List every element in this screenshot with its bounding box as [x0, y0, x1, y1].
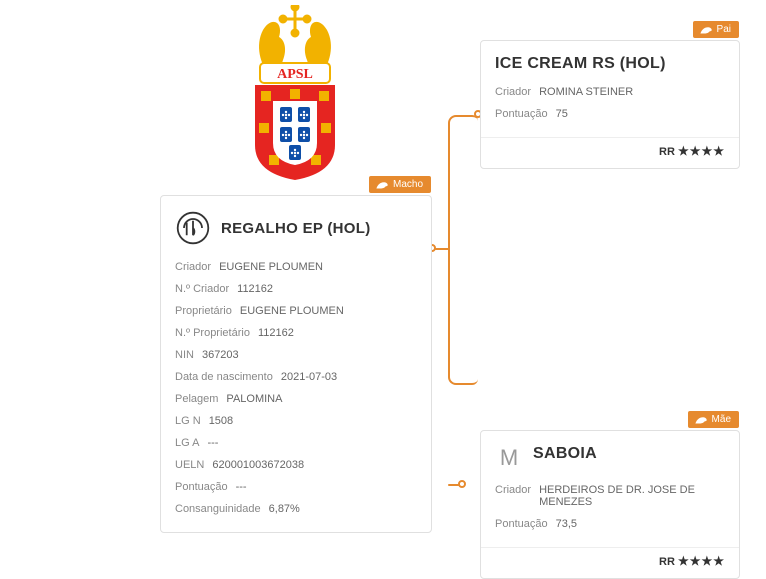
row-key: LG A [175, 437, 199, 449]
sire-rating: RR ★★★★ [481, 137, 739, 168]
horse-icon [375, 180, 389, 190]
data-row: Data de nascimento 2021-07-03 [175, 366, 417, 388]
row-key: Consanguinidade [175, 503, 261, 515]
main-tag: Macho [369, 176, 431, 193]
row-value: ROMINA STEINER [539, 86, 725, 98]
apsl-logo: APSL [225, 5, 365, 180]
sire-card: Pai ICE CREAM RS (HOL) CriadorROMINA STE… [480, 40, 740, 169]
data-row: Criador HERDEIROS DE DR. JOSE DE MENEZES [495, 479, 725, 513]
data-row: Criador EUGENE PLOUMEN [175, 256, 417, 278]
main-horse-name: REGALHO EP (HOL) [221, 220, 371, 237]
row-value: 112162 [258, 327, 417, 339]
row-key: Pontuação [495, 108, 548, 120]
data-row: Proprietário EUGENE PLOUMEN [175, 300, 417, 322]
data-row: NIN 367203 [175, 344, 417, 366]
data-row: Pontuação --- [175, 476, 417, 498]
main-horse-card: Macho REGALHO EP (HOL) CriadorEUGENE PLO… [160, 195, 432, 533]
row-key: N.º Criador [175, 283, 229, 295]
row-key: Criador [495, 86, 531, 98]
dam-card: Mãe M SABOIA CriadorHERDEIROS DE DR. JOS… [480, 430, 740, 579]
data-row: N.º Proprietário 112162 [175, 322, 417, 344]
row-value: 6,87% [269, 503, 417, 515]
row-key: UELN [175, 459, 204, 471]
horse-icon [694, 415, 708, 425]
dam-rating: RR ★★★★ [481, 547, 739, 578]
logo-org-text: APSL [277, 67, 313, 82]
main-rows: Criador EUGENE PLOUMEN N.º Criador 112162 Pr… [161, 256, 431, 532]
data-row: LG A --- [175, 432, 417, 454]
dam-brand-glyph: M [495, 445, 523, 471]
connector-mid [435, 248, 449, 250]
row-value: --- [236, 481, 417, 493]
breeder-brand-icon [175, 210, 211, 246]
horse-icon [699, 25, 713, 35]
row-value: EUGENE PLOUMEN [219, 261, 417, 273]
row-key: Data de nascimento [175, 371, 273, 383]
sire-tag-label: Pai [717, 24, 731, 35]
row-key: Criador [175, 261, 211, 273]
row-key: N.º Proprietário [175, 327, 250, 339]
row-value: 73,5 [556, 518, 725, 530]
row-key: Pelagem [175, 393, 218, 405]
row-value: 75 [556, 108, 725, 120]
dam-rows: Criador HERDEIROS DE DR. JOSE DE MENEZES P… [481, 479, 739, 547]
sire-name: ICE CREAM RS (HOL) [495, 55, 666, 73]
sire-rows: Criador ROMINA STEINER Pontuação 75 [481, 81, 739, 137]
data-row: Pelagem PALOMINA [175, 388, 417, 410]
dam-rating-prefix: RR [659, 556, 675, 568]
data-row: Pontuação 75 [495, 103, 725, 125]
row-value: 2021-07-03 [281, 371, 417, 383]
row-value: EUGENE PLOUMEN [240, 305, 417, 317]
data-row: Consanguinidade 6,87% [175, 498, 417, 520]
row-key: Pontuação [175, 481, 228, 493]
sire-tag: Pai [693, 21, 739, 38]
data-row: UELN 620001003672038 [175, 454, 417, 476]
row-value: 112162 [237, 283, 417, 295]
dam-tag: Mãe [688, 411, 739, 428]
data-row: Criador ROMINA STEINER [495, 81, 725, 103]
connector-bracket [448, 115, 478, 385]
connector-dot-dam [458, 480, 466, 488]
dam-stars: ★★★★ [678, 554, 725, 568]
dam-name: SABOIA [533, 445, 597, 463]
data-row: LG N 1508 [175, 410, 417, 432]
row-value: --- [207, 437, 417, 449]
data-row: N.º Criador 112162 [175, 278, 417, 300]
row-value: HERDEIROS DE DR. JOSE DE MENEZES [539, 484, 725, 508]
row-value: 367203 [202, 349, 417, 361]
row-key: NIN [175, 349, 194, 361]
main-tag-label: Macho [393, 179, 423, 190]
data-row: Pontuação 73,5 [495, 513, 725, 535]
row-value: 620001003672038 [212, 459, 417, 471]
row-key: LG N [175, 415, 201, 427]
dam-tag-label: Mãe [712, 414, 731, 425]
row-key: Proprietário [175, 305, 232, 317]
row-key: Pontuação [495, 518, 548, 530]
row-value: PALOMINA [226, 393, 417, 405]
row-value: 1508 [209, 415, 417, 427]
row-key: Criador [495, 484, 531, 496]
sire-stars: ★★★★ [678, 144, 725, 158]
sire-rating-prefix: RR [659, 146, 675, 158]
